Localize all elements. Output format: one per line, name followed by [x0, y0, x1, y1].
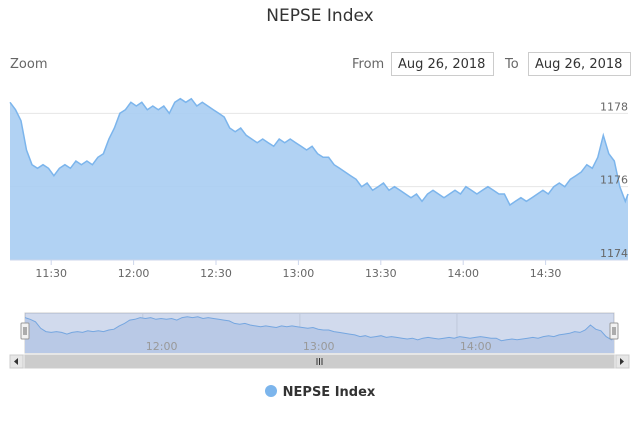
x-axis: 11:30 12:00 12:30 13:00 13:30 14:00 14:30	[35, 260, 561, 280]
legend-symbol-icon	[264, 385, 277, 397]
y-axis: 1174 1176 1178	[600, 100, 628, 260]
navigator-line	[24, 316, 615, 342]
to-label: To	[505, 57, 519, 72]
scrollbar[interactable]	[9, 354, 630, 369]
x-tick-label: 12:00	[118, 267, 150, 280]
x-tick-label: 14:00	[447, 267, 479, 280]
legend-item[interactable]: NEPSE Index	[0, 385, 640, 400]
series-line	[9, 97, 629, 207]
x-tick-label: 11:30	[35, 267, 67, 280]
zoom-label: Zoom	[10, 57, 48, 72]
legend-label: NEPSE Index	[282, 385, 376, 400]
y-tick-label: 1178	[600, 100, 628, 113]
navigator-mask	[25, 313, 614, 353]
navigator-x-tick-label: 12:00	[146, 340, 178, 353]
navigator-area	[25, 316, 614, 353]
x-tick-label: 13:00	[283, 267, 315, 280]
navigator-x-axis: 12:00 13:00 14:00	[146, 340, 492, 353]
from-label: From	[352, 57, 385, 72]
x-tick-label: 12:30	[200, 267, 232, 280]
grip-icon	[316, 358, 323, 365]
arrow-left-icon	[14, 358, 18, 365]
navigator-x-tick-label: 14:00	[460, 340, 492, 353]
y-tick-label: 1176	[600, 174, 628, 187]
navigator-x-tick-label: 13:00	[303, 340, 335, 353]
x-tick-label: 13:30	[365, 267, 397, 280]
chart-title: NEPSE Index	[266, 6, 374, 26]
from-date-input[interactable]: Aug 26, 2018	[391, 52, 494, 76]
x-tick-label: 14:30	[530, 267, 562, 280]
navigator-handle-left[interactable]	[20, 322, 30, 340]
navigator-handle-right[interactable]	[609, 322, 619, 340]
to-date-input[interactable]: Aug 26, 2018	[528, 52, 631, 76]
arrow-right-icon	[620, 358, 624, 365]
series-area	[10, 98, 628, 260]
y-tick-label: 1174	[600, 247, 628, 260]
navigator[interactable]: 12:00 13:00 14:00	[20, 312, 619, 354]
